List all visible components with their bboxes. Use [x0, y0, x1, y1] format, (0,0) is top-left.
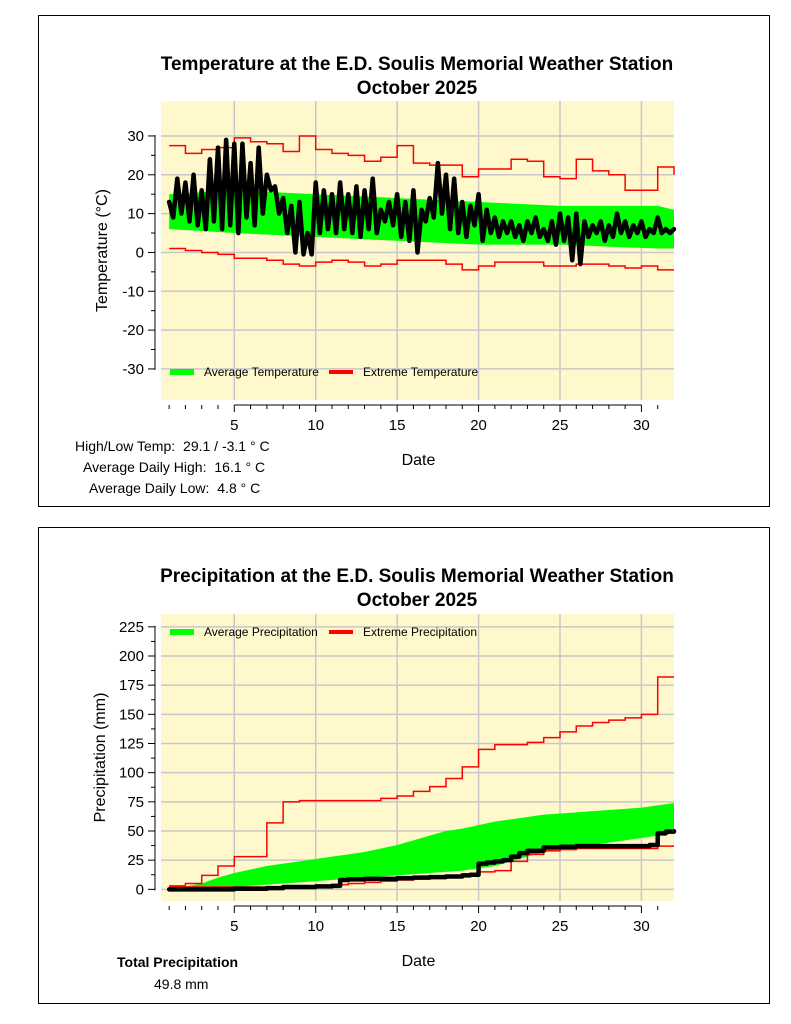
precip-y-tick-label-50: 50	[127, 823, 144, 840]
stat-avg-daily-high: Average Daily High: 16.1 ° C	[83, 457, 265, 478]
stat-avg-daily-high-value: 16.1 ° C	[214, 459, 266, 475]
temp-legend-average-label: Average Temperature	[204, 365, 319, 379]
temp-extreme-low-line	[169, 247, 674, 271]
precip-average-band	[169, 803, 674, 890]
precipitation-chart: Precipitation at the E.D. Soulis Memoria…	[92, 566, 677, 970]
temp-y-tick-label-30: 30	[127, 128, 144, 145]
temp-y-axis-label: Temperature (°C)	[94, 189, 111, 312]
precip-legend-extreme-label: Extreme Precipitation	[363, 625, 477, 639]
precip-observed-line	[166, 828, 677, 892]
temp-legend-extreme-label: Extreme Temperature	[363, 365, 478, 379]
temp-x-tick-label-5: 5	[230, 417, 238, 434]
temp-y-tick-label--10: -10	[122, 283, 144, 300]
precip-y-tick-label-100: 100	[119, 765, 144, 782]
temp-observed-line	[166, 137, 677, 267]
temp-y-tick-label--30: -30	[122, 361, 144, 378]
stat-high-low-value: 29.1 / -3.1 ° C	[183, 438, 270, 454]
stat-high-low-label: High/Low Temp:	[75, 438, 176, 454]
temperature-chart: Temperature at the E.D. Soulis Memorial …	[94, 54, 677, 469]
stat-avg-daily-low: Average Daily Low: 4.8 ° C	[89, 478, 260, 499]
temp-x-tick-label-15: 15	[389, 417, 406, 434]
temp-y-tick-label-10: 10	[127, 206, 144, 223]
precip-legend-average-label: Average Precipitation	[204, 625, 318, 639]
precip-x-tick-label-15: 15	[389, 918, 406, 935]
stat-avg-daily-low-value: 4.8 ° C	[217, 480, 261, 496]
precip-x-tick-label-5: 5	[230, 918, 238, 935]
precip-y-tick-label-225: 225	[119, 619, 144, 636]
temp-x-tick-label-20: 20	[470, 417, 487, 434]
precip-y-tick-label-125: 125	[119, 736, 144, 753]
precip-y-tick-label-75: 75	[127, 794, 144, 811]
stat-avg-daily-high-label: Average Daily High:	[83, 459, 207, 475]
temp-y-tick-label--20: -20	[122, 322, 144, 339]
precip-y-tick-label-0: 0	[136, 881, 144, 898]
temp-y-tick-label-0: 0	[136, 244, 144, 261]
precip-x-tick-label-20: 20	[470, 918, 487, 935]
precip-y-tick-label-150: 150	[119, 706, 144, 723]
temp-x-tick-label-10: 10	[307, 417, 324, 434]
precip-chart-title: Precipitation at the E.D. Soulis Memoria…	[160, 566, 674, 587]
precip-y-tick-label-200: 200	[119, 648, 144, 665]
temp-y-tick-label-20: 20	[127, 167, 144, 184]
stat-total-precip-value: 49.8 mm	[154, 976, 209, 992]
precip-x-axis-label: Date	[402, 953, 436, 970]
stat-total-precip-label: Total Precipitation	[117, 954, 239, 970]
precip-x-tick-label-30: 30	[633, 918, 650, 935]
temp-x-tick-label-25: 25	[552, 417, 569, 434]
precipitation-panel: Precipitation at the E.D. Soulis Memoria…	[38, 527, 770, 1004]
precip-y-tick-label-25: 25	[127, 852, 144, 869]
stat-avg-daily-low-label: Average Daily Low:	[89, 480, 210, 496]
temperature-panel: Temperature at the E.D. Soulis Memorial …	[38, 15, 770, 507]
precip-y-axis-label: Precipitation (mm)	[92, 693, 109, 823]
precip-x-tick-label-25: 25	[552, 918, 569, 935]
temp-extreme-high-line	[169, 135, 675, 192]
stat-high-low: High/Low Temp: 29.1 / -3.1 ° C	[75, 436, 270, 457]
precip-x-tick-label-10: 10	[307, 918, 324, 935]
precip-y-tick-label-175: 175	[119, 677, 144, 694]
temp-chart-subtitle: October 2025	[357, 78, 478, 99]
temp-chart-title: Temperature at the E.D. Soulis Memorial …	[161, 54, 673, 75]
temp-x-axis-label: Date	[402, 452, 436, 469]
precip-extreme-high-line	[169, 676, 674, 887]
precip-chart-subtitle: October 2025	[357, 590, 478, 611]
temp-x-tick-label-30: 30	[633, 417, 650, 434]
